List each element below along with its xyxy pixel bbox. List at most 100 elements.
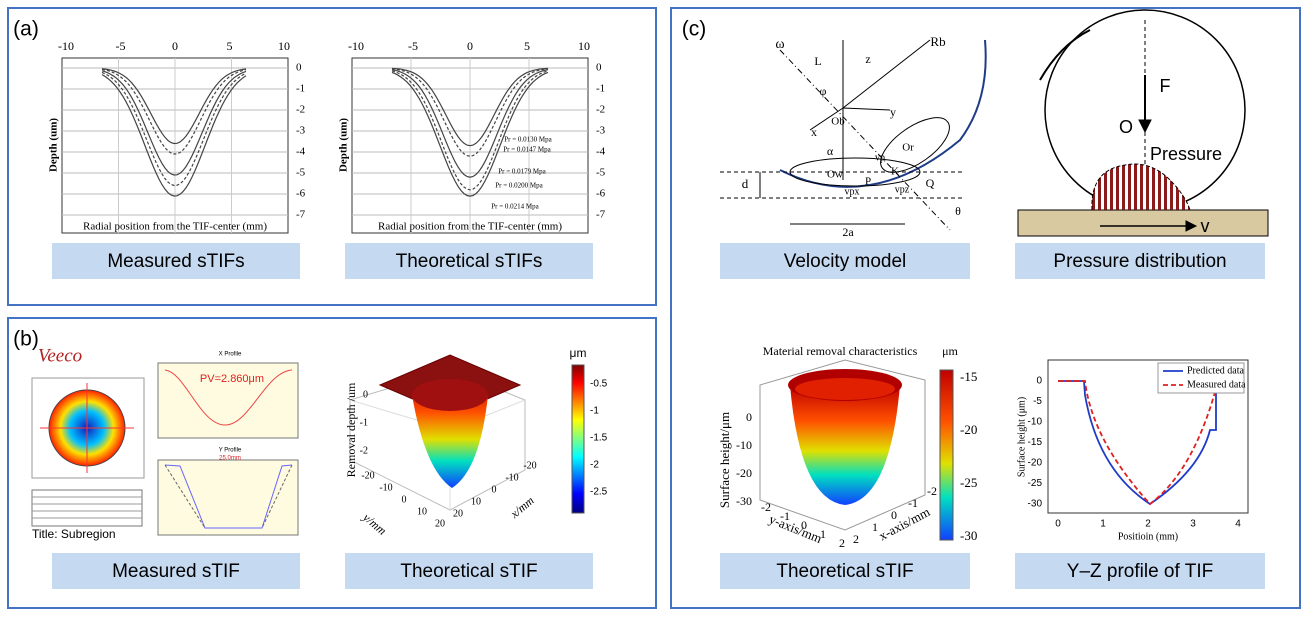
x-tick-label: 1: [872, 520, 878, 534]
legend-entry: Predicted data: [1187, 365, 1244, 376]
panel-label: (b): [13, 328, 39, 351]
z-tick-label: -1: [360, 417, 368, 428]
y-tick-label: -1: [780, 509, 790, 523]
pressure-distribution: [1091, 163, 1191, 211]
legend-entry: Pr = 0.0200 Mpa: [495, 182, 543, 190]
y-tick-label: -20: [1028, 458, 1043, 469]
y-tick-label: -6: [296, 188, 306, 200]
y-tick-label: 2: [839, 536, 845, 550]
profile-curve: [101, 70, 247, 176]
symbol: y: [890, 105, 896, 119]
x-axis-label: Radial position from the TIF-center (mm): [378, 221, 562, 233]
y-profile-frame: [157, 459, 299, 536]
x-tick-label: 0: [1055, 519, 1061, 530]
y-axis-label: Depth (um): [338, 118, 350, 172]
z-tick-label: 0: [363, 389, 368, 400]
legend-entry: Pr = 0.0214 Mpa: [491, 203, 539, 211]
x-axis: [809, 107, 844, 131]
guide: [261, 464, 293, 529]
box-3d: [759, 359, 926, 531]
x-tick-label: 2: [853, 532, 859, 546]
caption-box: [52, 243, 300, 279]
x-axis-label: x-axis/mm: [876, 504, 932, 543]
symbol: α: [827, 144, 834, 158]
legend-entry: Measured data: [1187, 379, 1246, 390]
symbol: x: [811, 125, 817, 139]
x-profile-frame: [157, 362, 299, 439]
z-tick-label: -30: [736, 494, 752, 508]
colorbar-unit: μm: [942, 344, 958, 358]
plot-title: Y Profile: [219, 448, 242, 454]
panel-label: (a): [13, 18, 39, 41]
x-tick-label: 3: [1190, 519, 1196, 530]
y-tick-label: -30: [1028, 499, 1043, 510]
x-tick-label: -10: [58, 39, 74, 53]
guide: [164, 464, 206, 529]
colorbar-tick: -1: [590, 406, 599, 417]
x-axis-label: Radial position from the TIF-center (mm): [83, 221, 267, 233]
x-profile-curve: [164, 369, 293, 426]
x-tick-label: 10: [578, 39, 590, 53]
y-tick-label: -20: [361, 470, 374, 481]
caption-box: [345, 243, 593, 279]
caption-box: [720, 243, 970, 279]
radius: [842, 39, 931, 109]
x-tick-label: 0: [467, 39, 473, 53]
z-tick-label: 0: [746, 410, 752, 424]
caption: Y–Z profile of TIF: [1067, 561, 1213, 582]
pv-label: PV=2.860μm: [200, 373, 264, 385]
symbol: Ow: [827, 169, 843, 181]
y-axis-label: y-axis/mm: [767, 511, 824, 546]
y-tick-label: -15: [1028, 437, 1043, 448]
stats-table: [31, 489, 143, 527]
x-tick-label: 0: [492, 484, 497, 495]
x-tick-label: -10: [348, 39, 364, 53]
y-tick-label: -1: [596, 83, 605, 95]
y-axis-label: y/mm: [360, 510, 390, 538]
symbol: Rb: [930, 34, 945, 49]
brand: Veeco: [38, 345, 82, 366]
symbol: vpx: [845, 186, 860, 197]
symbol: Or: [902, 142, 914, 154]
tool-sphere: [779, 39, 987, 188]
velocity-label: v: [1201, 216, 1210, 236]
plot-title: Material removal characteristics: [763, 344, 918, 358]
colorbar-tick: -15: [960, 369, 977, 384]
colorbar-tick: -30: [960, 528, 977, 543]
x-tick-label: 5: [227, 39, 233, 53]
measured-curve: [1058, 380, 1219, 506]
arrow-head: [1138, 119, 1152, 134]
caption-box: [1015, 243, 1265, 279]
legend-entry: Pr = 0.0147 Mpa: [503, 146, 551, 154]
x-tick-label: -10: [505, 472, 518, 483]
legend-entry: Pr = 0.0130 Mpa: [504, 136, 552, 144]
caption: Pressure distribution: [1053, 251, 1226, 272]
y-tick-label: 0: [296, 62, 302, 74]
y-tick-label: -1: [296, 83, 305, 95]
symbol: vp: [875, 152, 885, 163]
caption: Theoretical sTIFs: [396, 251, 543, 272]
y-tick-label: -2: [761, 500, 771, 514]
y-tick-label: -6: [596, 188, 606, 200]
symbol: z: [865, 52, 870, 66]
symbol: L: [814, 54, 821, 68]
panel-b-frame: [7, 317, 657, 609]
caption-box: [345, 553, 593, 589]
legend-box: [1157, 362, 1245, 394]
y-tick-label: -7: [596, 209, 606, 221]
symbol: Q: [926, 176, 935, 190]
x-tick-label: -5: [116, 39, 126, 53]
y-tick-label: -5: [596, 167, 606, 179]
plot-frame: [1047, 359, 1249, 514]
profile-curve: [101, 68, 247, 155]
tilt-ellipse: [880, 117, 950, 173]
caption-box: [720, 553, 970, 589]
y-tick-label: 0: [596, 62, 602, 74]
colorbar-tick: -1.5: [590, 433, 608, 444]
symbol: 2a: [842, 225, 854, 239]
colorbar-tick: -2.5: [590, 487, 608, 498]
profile-curve: [391, 70, 549, 191]
symbol: ω: [775, 37, 784, 52]
symbol: θ: [955, 204, 961, 218]
